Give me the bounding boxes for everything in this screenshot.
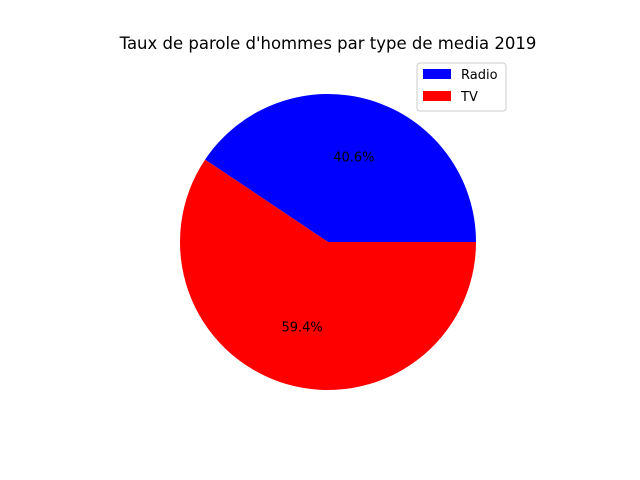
pie-percent-labels: 40.6% 59.4% xyxy=(281,151,374,336)
legend-swatch-tv xyxy=(423,91,451,101)
legend-swatch-radio xyxy=(423,69,451,79)
pie-percent-label-radio: 40.6% xyxy=(333,151,374,166)
pie-percent-label-tv: 59.4% xyxy=(281,320,322,335)
legend-label-tv: TV xyxy=(460,90,478,105)
pie-slice-tv xyxy=(180,159,477,390)
pie-slice-radio xyxy=(205,94,477,242)
legend: Radio TV xyxy=(416,62,507,112)
chart-title: Taux de parole d'hommes par type de medi… xyxy=(119,34,537,53)
pie-slices xyxy=(180,94,477,390)
legend-label-radio: Radio xyxy=(461,68,498,83)
